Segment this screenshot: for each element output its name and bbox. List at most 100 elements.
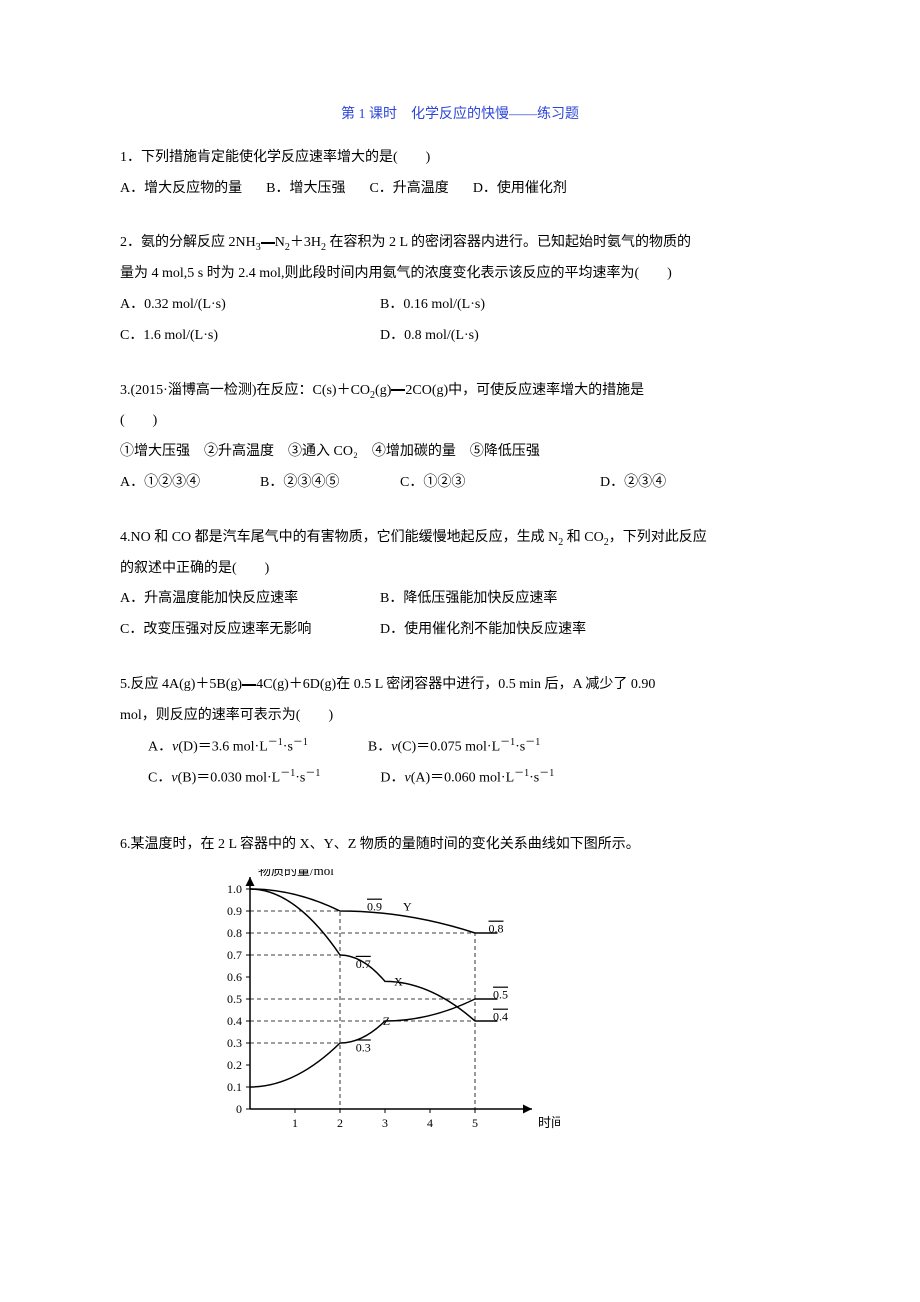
sup-6: －1 — [305, 768, 320, 779]
optC-pre: C． — [148, 771, 171, 786]
q3-optD: D．②③④ — [600, 468, 666, 499]
q2-optB: B．0.16 mol/(L·s) — [380, 290, 485, 321]
q2-options-row2: C．1.6 mol/(L·s) D．0.8 mol/(L·s) — [120, 321, 800, 352]
q2-stem-line2: 量为 4 mol,5 s 时为 2.4 mol,则此段时间内用氨气的浓度变化表示… — [120, 259, 800, 290]
svg-text:0.3: 0.3 — [356, 1041, 371, 1055]
q5-optD: D．v(A)＝0.060 mol·L－1·s－1 — [380, 763, 554, 794]
q4-optA: A．升高温度能加快反应速率 — [120, 584, 380, 615]
svg-text:0.5: 0.5 — [493, 988, 508, 1002]
optC-post: (B)＝0.030 mol·L — [178, 771, 281, 786]
svg-text:0.8: 0.8 — [227, 926, 242, 940]
question-2: 2．氨的分解反应 2NH3N2＋3H2 在容积为 2 L 的密闭容器内进行。已知… — [120, 228, 800, 351]
svg-text:时间/min: 时间/min — [538, 1115, 560, 1130]
q1-optD: D．使用催化剂 — [473, 174, 567, 205]
svg-text:Y: Y — [403, 900, 412, 914]
q5-text2: 4C(g)＋6D(g)在 0.5 L 密闭容器中进行，0.5 min 后，A 减… — [256, 677, 655, 692]
q4-options-row1: A．升高温度能加快反应速率 B．降低压强能加快反应速率 — [120, 584, 800, 615]
svg-text:0.9: 0.9 — [367, 900, 382, 914]
question-1: 1．下列措施肯定能使化学反应速率增大的是( ) A．增大反应物的量 B．增大压强… — [120, 143, 800, 205]
q2-optC: C．1.6 mol/(L·s) — [120, 321, 380, 352]
q1-optA: A．增大反应物的量 — [120, 174, 242, 205]
q5-row2: C．v(B)＝0.030 mol·L－1·s－1 D．v(A)＝0.060 mo… — [148, 763, 800, 794]
optD-pre: D． — [380, 771, 404, 786]
q2-options-row1: A．0.32 mol/(L·s) B．0.16 mol/(L·s) — [120, 290, 800, 321]
svg-text:2: 2 — [337, 1116, 343, 1130]
question-3: 3.(2015·淄博高一检测)在反应：C(s)＋CO2(g)2CO(g)中，可使… — [120, 376, 800, 499]
svg-text:3: 3 — [382, 1116, 388, 1130]
q3-stem-line2: ( ) — [120, 406, 800, 437]
svg-text:0.2: 0.2 — [227, 1058, 242, 1072]
svg-text:0.5: 0.5 — [227, 992, 242, 1006]
q4-optB: B．降低压强能加快反应速率 — [380, 584, 557, 615]
svg-text:Z: Z — [383, 1014, 390, 1028]
svg-text:4: 4 — [427, 1116, 433, 1130]
svg-text:5: 5 — [472, 1116, 478, 1130]
q5-optC: C．v(B)＝0.030 mol·L－1·s－1 — [148, 763, 320, 794]
sup-3: －1 — [500, 737, 515, 748]
svg-text:0.4: 0.4 — [227, 1014, 242, 1028]
q1-options: A．增大反应物的量 B．增大压强 C．升高温度 D．使用催化剂 — [120, 174, 800, 205]
q3-options: A．①②③④ B．②③④⑤ C．①②③ D．②③④ — [120, 468, 800, 499]
q4-text2: 和 CO — [563, 530, 603, 545]
q4-optC: C．改变压强对反应速率无影响 — [120, 615, 380, 646]
svg-text:物质的量/mol: 物质的量/mol — [258, 869, 334, 878]
sup-7: －1 — [514, 768, 529, 779]
q2-text3: ＋3H — [290, 235, 321, 250]
optB-post: (C)＝0.075 mol·L — [397, 739, 500, 754]
question-5: 5.反应 4A(g)＋5B(g) 4C(g)＋6D(g)在 0.5 L 密闭容器中… — [120, 670, 800, 795]
q1-optB: B．增大压强 — [266, 174, 345, 205]
q5-stem-line1: 5.反应 4A(g)＋5B(g) 4C(g)＋6D(g)在 0.5 L 密闭容器中… — [120, 670, 800, 701]
chart-container: 1.00.90.80.70.60.50.40.30.20.10123450.90… — [200, 869, 800, 1152]
q6-stem: 6.某温度时，在 2 L 容器中的 X、Y、Z 物质的量随时间的变化关系曲线如下… — [120, 830, 800, 861]
q2-optD: D．0.8 mol/(L·s) — [380, 321, 479, 352]
sup-4: －1 — [525, 737, 540, 748]
q3-optC: C．①②③ — [400, 468, 600, 499]
q5-stem-line2: mol，则反应的速率可表示为( ) — [120, 701, 800, 732]
sup-8: －1 — [539, 768, 554, 779]
q4-text3: ，下列对此反应 — [609, 530, 707, 545]
q2-text4: 在容积为 2 L 的密闭容器内进行。已知起始时氨气的物质的 — [326, 235, 691, 250]
q4-text1: 4.NO 和 CO 都是汽车尾气中的有害物质，它们能缓慢地起反应，生成 N — [120, 530, 558, 545]
sup-1: －1 — [268, 737, 283, 748]
q2-optA: A．0.32 mol/(L·s) — [120, 290, 380, 321]
line-chart: 1.00.90.80.70.60.50.40.30.20.10123450.90… — [200, 869, 560, 1139]
q3-stem-line1: 3.(2015·淄博高一检测)在反应：C(s)＋CO2(g)2CO(g)中，可使… — [120, 376, 800, 407]
q3-text2: (g) — [375, 383, 391, 398]
q3-optA: A．①②③④ — [120, 468, 260, 499]
svg-text:0.9: 0.9 — [227, 904, 242, 918]
eq-sym-3 — [242, 678, 256, 691]
svg-text:0: 0 — [236, 1102, 242, 1116]
eq-sym — [261, 237, 275, 250]
q5-text1: 5.反应 4A(g)＋5B(g) — [120, 677, 242, 692]
q5-optA: A．v(D)＝3.6 mol·L－1·s－1 — [148, 732, 308, 763]
q4-stem-line2: 的叙述中正确的是( ) — [120, 554, 800, 585]
q3-optB: B．②③④⑤ — [260, 468, 400, 499]
svg-text:X: X — [394, 975, 403, 989]
sup-2: －1 — [293, 737, 308, 748]
q3-text3: 2CO(g)中，可使反应速率增大的措施是 — [405, 383, 644, 398]
svg-text:0.1: 0.1 — [227, 1080, 242, 1094]
svg-text:1: 1 — [292, 1116, 298, 1130]
optA-u2: ·s — [283, 739, 293, 754]
optC-u2: ·s — [295, 771, 305, 786]
q4-optD: D．使用催化剂不能加快反应速率 — [380, 615, 586, 646]
question-6: 6.某温度时，在 2 L 容器中的 X、Y、Z 物质的量随时间的变化关系曲线如下… — [120, 830, 800, 861]
q4-options-row2: C．改变压强对反应速率无影响 D．使用催化剂不能加快反应速率 — [120, 615, 800, 646]
q5-optB: B．v(C)＝0.075 mol·L－1·s－1 — [368, 732, 540, 763]
optA-pre: A． — [148, 739, 172, 754]
sup-5: －1 — [280, 768, 295, 779]
svg-text:0.7: 0.7 — [227, 948, 242, 962]
q2-stem-line1: 2．氨的分解反应 2NH3N2＋3H2 在容积为 2 L 的密闭容器内进行。已知… — [120, 228, 800, 259]
svg-text:0.8: 0.8 — [489, 922, 504, 936]
svg-text:1.0: 1.0 — [227, 882, 242, 896]
page-title: 第 1 课时 化学反应的快慢——练习题 — [120, 100, 800, 131]
svg-text:0.7: 0.7 — [356, 957, 371, 971]
q5-row1: A．v(D)＝3.6 mol·L－1·s－1 B．v(C)＝0.075 mol·… — [148, 732, 800, 763]
q2-text1: 2．氨的分解反应 2NH — [120, 235, 256, 250]
optA-post: (D)＝3.6 mol·L — [178, 739, 267, 754]
q4-stem-line1: 4.NO 和 CO 都是汽车尾气中的有害物质，它们能缓慢地起反应，生成 N2 和… — [120, 523, 800, 554]
eq-sym-2 — [391, 384, 405, 397]
q3-choices: ①增大压强 ②升高温度 ③通入 CO₂ ④增加碳的量 ⑤降低压强 — [120, 437, 800, 468]
q2-text2: N — [275, 235, 285, 250]
svg-text:0.3: 0.3 — [227, 1036, 242, 1050]
